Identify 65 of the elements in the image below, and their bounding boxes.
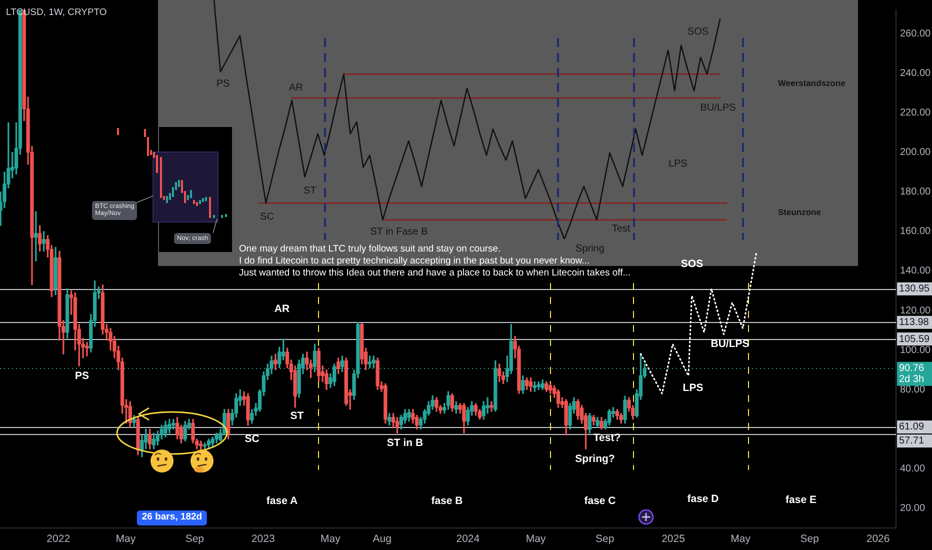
x-tick-label: May	[320, 533, 342, 546]
annotation: ST in Fase B	[370, 226, 428, 238]
annotation: Test	[612, 223, 630, 235]
annotation: BU/LPS	[710, 338, 750, 350]
x-tick-label: 2024	[456, 533, 480, 546]
x-tick-label: May	[116, 533, 136, 546]
y-tick-label: 160.00	[900, 226, 932, 238]
ref-line-label: 90.76 2d 3h	[899, 363, 924, 386]
annotation: Test?	[593, 432, 621, 444]
annotation: fase A	[266, 494, 298, 508]
y-tick-label: 180.00	[900, 186, 932, 198]
x-tick-label: Sep	[800, 533, 820, 546]
annotation: Just wanted to throw this Idea out there and have a place to back to when Litecoin takes off...	[239, 268, 631, 280]
annotation: LPS	[668, 158, 688, 170]
line-series	[640, 252, 758, 394]
y-tick-label: 100.00	[900, 344, 932, 356]
annotation: ST	[304, 185, 316, 197]
y-tick-label: 240.00	[900, 68, 932, 80]
y-tick-label: 260.00	[900, 28, 932, 40]
y-tick-label: 140.00	[900, 266, 932, 277]
ref-line-label: 61.09	[899, 422, 924, 433]
x-tick-label: May	[526, 533, 546, 546]
x-tick-label: Sep	[185, 533, 204, 546]
x-tick-label: 2023	[251, 533, 275, 546]
y-tick-label: 200.00	[900, 147, 932, 158]
annotation: AR	[274, 302, 290, 316]
x-tick-label: May	[730, 533, 752, 546]
annotation: Spring	[576, 243, 604, 255]
x-tick-label: Sep	[595, 533, 614, 546]
annotation: SC	[260, 211, 274, 223]
annotation: SC	[244, 432, 260, 446]
annotation: fase B	[431, 494, 463, 508]
annotation: One may dream that LTC truly follows suit and stay on course.	[239, 244, 501, 256]
annotation: ST in B	[386, 436, 424, 450]
annotation: 26 bars, 182d	[136, 510, 208, 526]
annotation: AR	[289, 82, 303, 94]
candlestick	[490, 401, 494, 412]
x-tick-label: 2025	[662, 533, 686, 546]
annotation: LPS	[682, 382, 704, 394]
x-tick-label: 2026	[866, 533, 890, 546]
ref-line-label: 113.98	[899, 317, 930, 328]
annotation: fase E	[786, 494, 816, 506]
annotation: BU/LPS	[700, 102, 736, 114]
candlestick	[85, 342, 89, 356]
y-tick-label: 120.00	[900, 305, 932, 316]
annotation: I do find Litecoin to act pretty technically accepting in the past but you never know...	[239, 256, 590, 268]
annotation: PS	[216, 78, 230, 90]
annotation: Weerstandszone	[778, 78, 846, 89]
x-tick-label: 2022	[46, 533, 70, 546]
y-tick-label: 220.00	[900, 108, 932, 119]
annotation: fase C	[584, 494, 616, 508]
annotation: Spring?	[575, 452, 615, 466]
y-tick-label: 80.00	[900, 384, 926, 396]
annotation: SOS	[680, 258, 704, 270]
annotation: Steunzone	[778, 207, 821, 218]
y-tick-label: 40.00	[900, 463, 926, 474]
y-tick-label: 20.00	[900, 502, 926, 514]
ref-line-label: 57.71	[899, 436, 924, 447]
annotation: fase D	[687, 492, 719, 506]
x-tick-label: Aug	[372, 533, 392, 546]
annotation: PS	[74, 370, 90, 382]
annotation: SOS	[687, 26, 709, 38]
annotation: ST	[290, 410, 304, 422]
ref-line-label: 130.95	[899, 284, 930, 295]
ref-line-label: 105.59	[899, 334, 930, 345]
